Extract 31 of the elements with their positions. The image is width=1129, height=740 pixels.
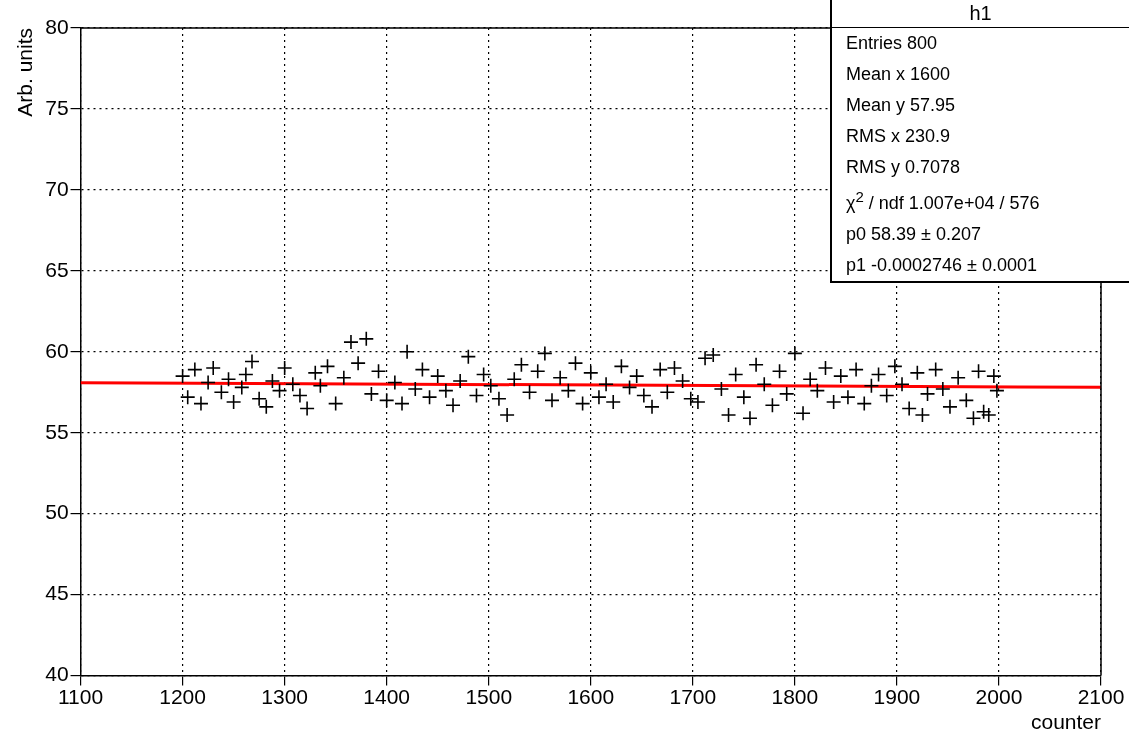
x-tick-label: 1900 xyxy=(873,685,921,708)
x-tick-label: 1500 xyxy=(465,685,513,708)
annotation: χ$^{2}$ / ndf 1.007e+04 / 576 xyxy=(845,187,1041,215)
y-tick-label: 55 xyxy=(45,419,69,443)
annotation: p0 58.39 ± 0.207 xyxy=(845,223,982,246)
x-tick-label: 2000 xyxy=(975,685,1023,708)
x-tick-label: 1700 xyxy=(669,685,717,708)
y-tick-label: 80 xyxy=(45,14,69,38)
annotation: RMS y 0.7078 xyxy=(845,156,962,179)
x-tick-label: 2100 xyxy=(1077,685,1125,708)
x-tick-label: 1600 xyxy=(567,685,615,708)
y-tick-label: 50 xyxy=(45,500,69,524)
annotation: Mean y 57.95 xyxy=(845,94,957,117)
y-tick-label: 65 xyxy=(45,257,69,281)
x-tick-label: 1400 xyxy=(363,685,411,708)
annotation: Mean x 1600 xyxy=(845,63,952,86)
x-tick-label: 1100 xyxy=(57,685,104,708)
y-tick-label: 75 xyxy=(45,95,69,119)
x-axis-title: counter xyxy=(1030,710,1101,734)
annotation: p1 -0.0002746 ± 0.0001 xyxy=(845,254,1039,277)
text: h1 xyxy=(969,2,992,24)
y-tick-label: 70 xyxy=(45,176,69,200)
x-tick-label: 1300 xyxy=(261,685,309,708)
y-tick-label: 40 xyxy=(45,662,69,686)
x-tick-label: 1200 xyxy=(159,685,206,708)
annotation: RMS x 230.9 xyxy=(845,125,952,148)
annotation: Entries 800 xyxy=(845,32,939,55)
y-axis-title: Arb. units xyxy=(13,28,37,117)
x-tick-label: 1800 xyxy=(771,685,819,708)
y-tick-label: 60 xyxy=(45,338,69,362)
y-tick-label: 45 xyxy=(45,581,69,605)
